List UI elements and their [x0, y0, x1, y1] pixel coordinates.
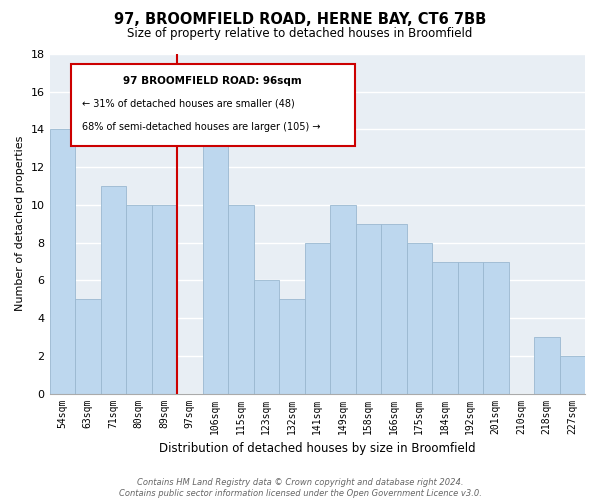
- Bar: [126, 205, 152, 394]
- Bar: [458, 262, 483, 394]
- Bar: [101, 186, 126, 394]
- Bar: [560, 356, 585, 394]
- Text: Size of property relative to detached houses in Broomfield: Size of property relative to detached ho…: [127, 28, 473, 40]
- Bar: [228, 205, 254, 394]
- Text: 97 BROOMFIELD ROAD: 96sqm: 97 BROOMFIELD ROAD: 96sqm: [124, 76, 302, 86]
- Text: 97, BROOMFIELD ROAD, HERNE BAY, CT6 7BB: 97, BROOMFIELD ROAD, HERNE BAY, CT6 7BB: [114, 12, 486, 28]
- Bar: [203, 130, 228, 394]
- Text: 68% of semi-detached houses are larger (105) →: 68% of semi-detached houses are larger (…: [82, 122, 320, 132]
- Bar: [407, 242, 432, 394]
- Bar: [356, 224, 381, 394]
- Bar: [50, 130, 75, 394]
- Bar: [305, 242, 330, 394]
- FancyBboxPatch shape: [71, 64, 355, 146]
- X-axis label: Distribution of detached houses by size in Broomfield: Distribution of detached houses by size …: [159, 442, 476, 455]
- Bar: [381, 224, 407, 394]
- Bar: [432, 262, 458, 394]
- Bar: [254, 280, 279, 394]
- Bar: [534, 337, 560, 394]
- Bar: [330, 205, 356, 394]
- Text: ← 31% of detached houses are smaller (48): ← 31% of detached houses are smaller (48…: [82, 98, 295, 108]
- Bar: [152, 205, 177, 394]
- Bar: [279, 299, 305, 394]
- Text: Contains HM Land Registry data © Crown copyright and database right 2024.
Contai: Contains HM Land Registry data © Crown c…: [119, 478, 481, 498]
- Bar: [75, 299, 101, 394]
- Bar: [483, 262, 509, 394]
- Y-axis label: Number of detached properties: Number of detached properties: [15, 136, 25, 312]
